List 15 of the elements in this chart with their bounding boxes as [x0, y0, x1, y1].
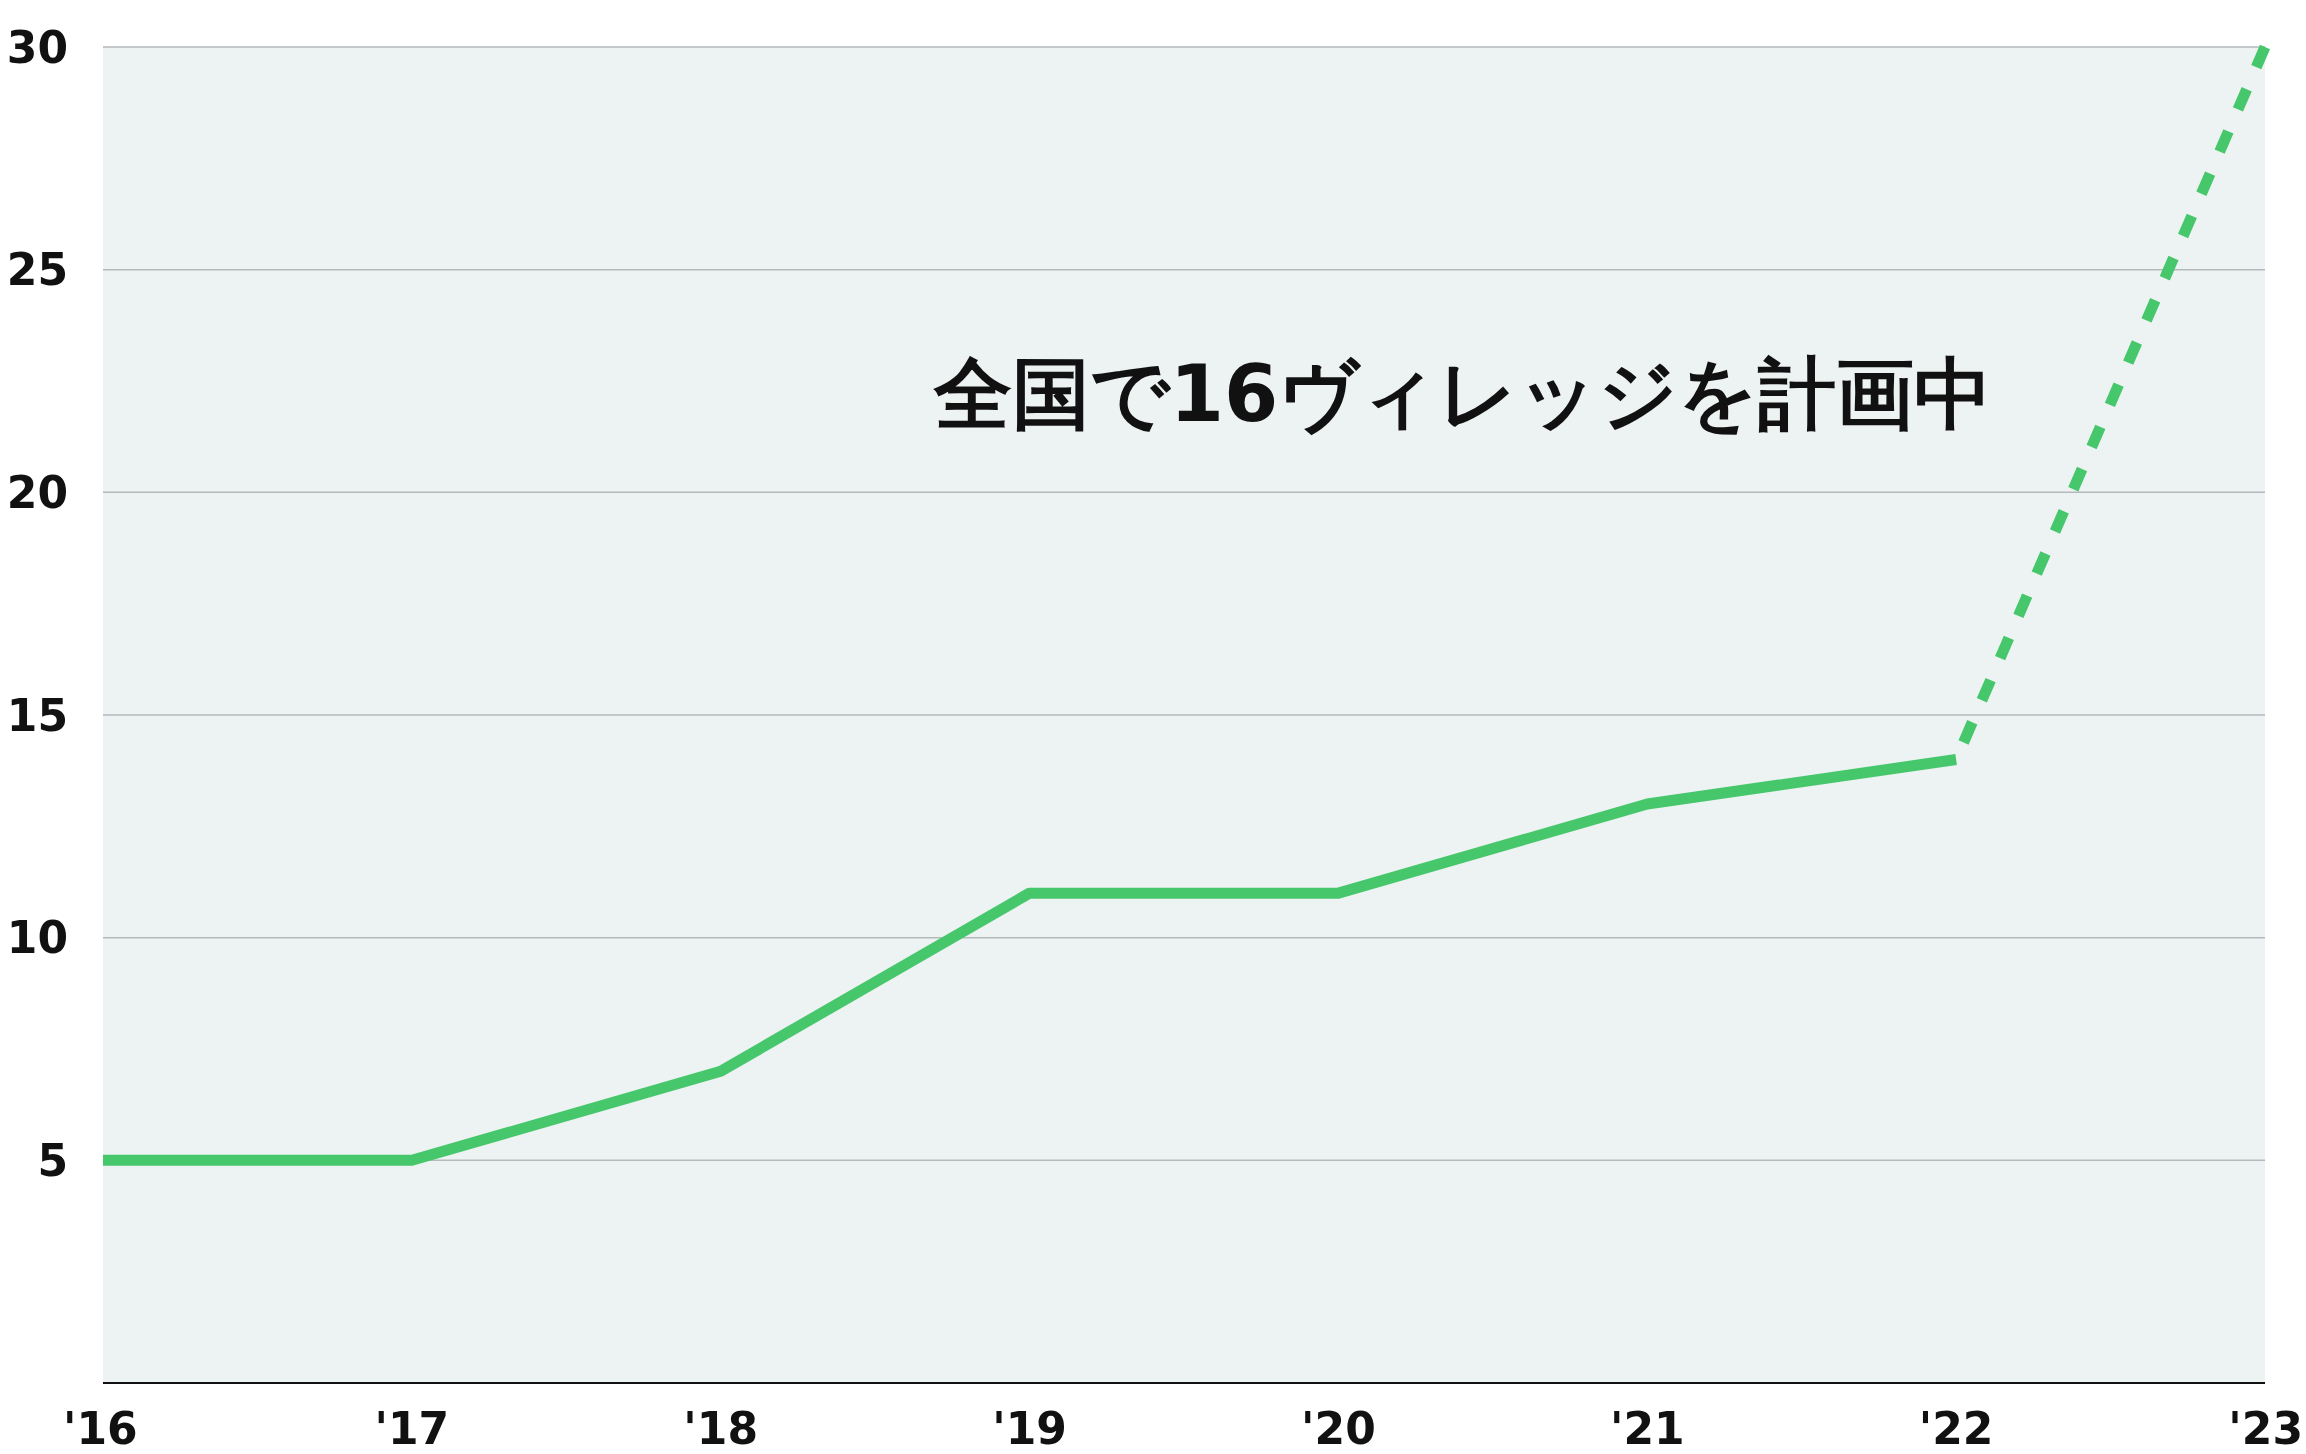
- x-tick-label: '23: [2228, 1402, 2303, 1454]
- y-tick-label: 25: [6, 244, 68, 296]
- y-tick-label: 10: [6, 912, 68, 964]
- x-tick-label: '17: [374, 1402, 450, 1454]
- x-tick-label: '18: [683, 1402, 759, 1454]
- y-tick-label: 30: [6, 21, 68, 73]
- y-tick-label: 5: [37, 1134, 68, 1186]
- y-tick-label: 20: [6, 466, 68, 518]
- x-tick-label: '22: [1918, 1402, 1994, 1454]
- y-tick-label: 15: [6, 689, 68, 741]
- x-tick-label: '21: [1609, 1402, 1685, 1454]
- annotation: 全国で16ヴィレッジを計画中: [932, 349, 1993, 439]
- x-tick-label: '20: [1301, 1402, 1376, 1454]
- x-tick-label: '16: [63, 1402, 138, 1454]
- x-tick-label: '19: [992, 1402, 1067, 1454]
